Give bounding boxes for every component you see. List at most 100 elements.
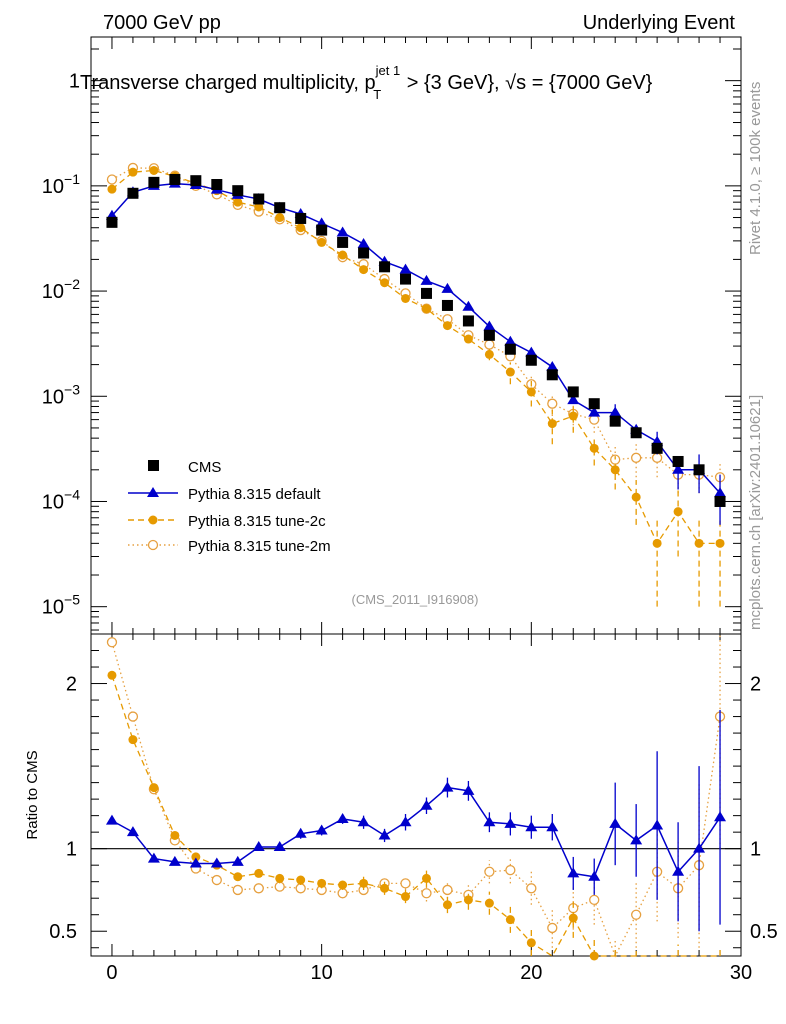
legend-entry-cms: CMS xyxy=(148,459,221,476)
ratio-tune2m-point xyxy=(631,909,642,920)
chart-title: Transverse charged multiplicity, pjet 1 T… xyxy=(80,63,653,102)
ratio-default-point xyxy=(441,781,454,792)
top-tune2c-point xyxy=(526,387,536,397)
top-tune2c-point xyxy=(589,443,599,453)
legend: CMS Pythia 8.315 default Pythia 8.315 tu… xyxy=(128,459,331,555)
ratio-tune2c-point xyxy=(401,892,411,902)
top-default-point xyxy=(399,263,412,274)
top-data-point xyxy=(630,427,642,439)
ratio-tune2m-point xyxy=(127,711,139,722)
chart-title-subscript: T xyxy=(373,87,381,102)
ratio-default-point xyxy=(252,841,265,852)
top-series-data xyxy=(106,173,726,507)
top-data-point xyxy=(169,173,181,185)
ratio-tune2c-point xyxy=(338,880,348,890)
top-panel-series xyxy=(105,162,727,607)
ratio-tune2c-line xyxy=(111,675,721,957)
top-data-point xyxy=(379,261,391,273)
ratio-default-point xyxy=(315,824,328,835)
top-tune2m-point xyxy=(651,452,663,463)
header-left-label: 7000 GeV pp xyxy=(103,12,221,34)
ratio-tune2c-point xyxy=(149,783,159,793)
top-tune2c-point xyxy=(359,265,369,275)
ratio-tune2c-point xyxy=(463,895,473,905)
ratio-default-point xyxy=(126,826,139,837)
ratio-tune2c-point xyxy=(380,883,390,893)
legend-tune2m-marker xyxy=(147,539,159,551)
ratio-tune2c-point xyxy=(170,830,180,840)
top-data-point xyxy=(525,354,537,366)
top-tune2c-point xyxy=(401,293,411,303)
ratio-tune2m-line xyxy=(111,642,721,958)
top-tune2c-point xyxy=(610,465,620,475)
ratio-default-point xyxy=(378,829,391,840)
top-data-point xyxy=(253,193,265,205)
ratio-tune2c-point xyxy=(505,915,515,925)
top-y-tick-label: 10−1 xyxy=(42,171,80,198)
legend-cms-label: CMS xyxy=(188,459,221,476)
ratio-default-point xyxy=(483,816,496,827)
ratio-default-point xyxy=(693,842,706,853)
ratio-default-point xyxy=(420,799,433,810)
top-tune2m-point xyxy=(547,398,558,409)
top-tune2c-point xyxy=(547,419,557,429)
top-tune2c-point xyxy=(254,202,264,212)
x-tick-label: 20 xyxy=(520,962,542,984)
top-tune2m-line xyxy=(111,167,721,478)
top-default-point xyxy=(588,406,601,417)
top-tune2c-point xyxy=(380,278,390,288)
top-data-point xyxy=(504,343,516,355)
top-default-point xyxy=(420,274,433,285)
top-default-point xyxy=(357,238,370,249)
legend-tune2c-marker xyxy=(148,515,158,525)
ratio-default-point xyxy=(651,819,664,830)
ratio-default-point xyxy=(462,784,475,795)
ratio-series-default xyxy=(105,709,727,932)
top-panel-axes: 1 10−1 10−2 10−3 10−4 10−5 xyxy=(42,37,742,634)
ratio-tune2m-point xyxy=(400,878,411,889)
ratio-tune2m-point xyxy=(484,866,495,877)
top-data-point xyxy=(127,187,139,199)
top-tune2c-point xyxy=(275,213,285,223)
top-data-point xyxy=(190,175,202,187)
top-tune2c-point xyxy=(149,165,159,175)
ratio-default-point xyxy=(714,811,727,822)
top-tune2c-point xyxy=(673,507,683,517)
top-tune2m-point xyxy=(484,339,495,350)
top-tune2c-point xyxy=(631,492,641,502)
top-data-point xyxy=(714,495,726,507)
top-data-point xyxy=(148,176,160,188)
chart-title-prefix: Transverse charged multiplicity, p xyxy=(80,72,376,94)
ratio-tune2c-point xyxy=(589,951,599,961)
top-data-point xyxy=(316,224,328,236)
top-default-point xyxy=(609,406,622,417)
legend-entry-tune2c: Pythia 8.315 tune-2c xyxy=(128,513,326,530)
ratio-tune2c-point xyxy=(359,878,369,888)
ratio-y-tick-label: 0.5 xyxy=(49,921,77,943)
x-tick-label: 0 xyxy=(106,962,117,984)
top-tune2c-point xyxy=(296,223,306,233)
ratio-default-line xyxy=(111,786,721,878)
ratio-tune2c-point xyxy=(191,852,201,862)
top-data-point xyxy=(588,398,600,410)
top-tune2c-point xyxy=(505,367,515,377)
x-tick-label: 10 xyxy=(311,962,333,984)
ratio-default-point xyxy=(231,855,244,866)
ratio-default-point xyxy=(546,821,559,832)
top-default-point xyxy=(546,360,559,371)
top-data-point xyxy=(672,455,684,467)
legend-cms-marker xyxy=(148,460,159,471)
ratio-y-axis-label: Ratio to CMS xyxy=(24,750,41,839)
top-default-point xyxy=(567,394,580,405)
ratio-tune2c-point xyxy=(128,735,138,745)
top-data-point xyxy=(651,442,663,454)
top-data-point xyxy=(483,329,495,341)
top-data-point xyxy=(609,415,621,427)
ratio-tune2c-point xyxy=(233,872,243,882)
ratio-tune2m-point xyxy=(505,864,516,876)
ratio-tune2c-point xyxy=(275,873,285,883)
top-data-point xyxy=(441,299,453,311)
top-y-tick-label: 10−4 xyxy=(42,486,80,513)
ratio-tune2m-point xyxy=(295,883,306,894)
